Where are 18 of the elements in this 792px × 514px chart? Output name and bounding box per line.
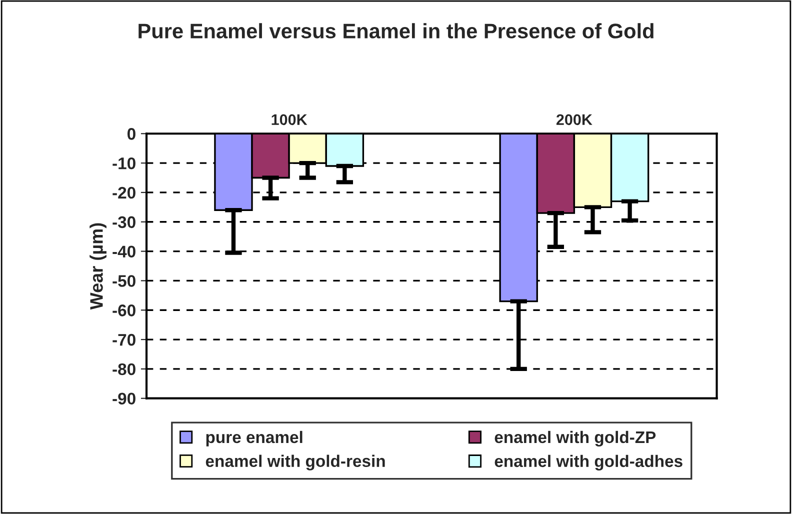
chart-title: Pure Enamel versus Enamel in the Presence of Gold bbox=[138, 23, 654, 38]
y-tick-label: -90 bbox=[112, 392, 136, 405]
y-tick-label: -80 bbox=[112, 363, 136, 376]
y-axis-title: Wear (µm) bbox=[90, 223, 106, 310]
y-tick-label: -10 bbox=[112, 157, 136, 170]
y-tick-label: -20 bbox=[112, 186, 136, 199]
y-tick-label: -60 bbox=[112, 304, 136, 316]
y-tick-label: -30 bbox=[112, 216, 136, 228]
x-tick-label: 100K bbox=[272, 114, 308, 126]
y-tick-label: 0 bbox=[127, 128, 136, 140]
x-tick-label: 200K bbox=[556, 114, 592, 126]
y-tick-label: -50 bbox=[112, 275, 136, 287]
legend-label: enamel with gold-resin bbox=[206, 454, 385, 470]
y-tick-label: -70 bbox=[112, 334, 136, 346]
legend-label: pure enamel bbox=[206, 430, 302, 446]
legend-label: enamel with gold-adhes bbox=[494, 454, 682, 470]
y-tick-label: -40 bbox=[112, 246, 136, 258]
legend-label: enamel with gold-ZP bbox=[494, 430, 656, 447]
